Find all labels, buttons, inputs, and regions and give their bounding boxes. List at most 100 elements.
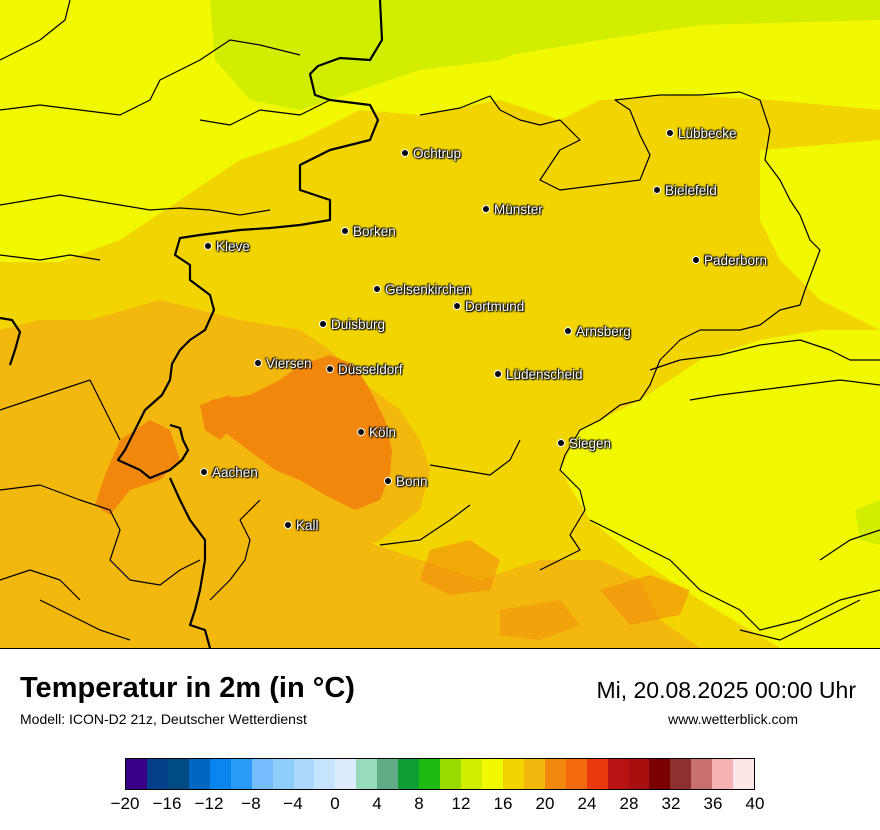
city-dot-icon <box>494 370 502 379</box>
city-dot-icon <box>341 227 349 236</box>
colorbar-segment <box>649 759 671 789</box>
colorbar-segment <box>607 759 629 789</box>
city-label: Gelsenkirchen <box>385 282 472 297</box>
colorbar-segment <box>628 759 650 789</box>
colorbar-segment <box>293 759 315 789</box>
colorbar-segment <box>440 759 461 789</box>
city-marker: Paderborn <box>692 253 767 269</box>
map-title: Temperatur in 2m (in °C) <box>20 672 355 704</box>
colorbar-ticks: −20 −16 −12 −8 −4 0 4 8 12 16 20 24 28 32 36 40 <box>111 794 765 818</box>
colorbar-segment <box>335 759 357 789</box>
city-dot-icon <box>666 129 674 138</box>
temperature-field <box>0 0 880 648</box>
colorbar-segment <box>733 759 755 789</box>
colorbar-tick-label: 0 <box>330 794 340 813</box>
colorbar-tick-label: 28 <box>619 794 639 813</box>
city-marker: Münster <box>482 202 543 218</box>
colorbar-tick-label: 24 <box>577 794 597 813</box>
city-label: Ochtrup <box>413 146 462 161</box>
city-dot-icon <box>482 205 490 214</box>
city-dot-icon <box>319 320 327 329</box>
colorbar-segment <box>565 759 587 789</box>
colorbar-segment <box>167 759 189 789</box>
city-dot-icon <box>204 242 212 251</box>
city-dot-icon <box>200 468 208 477</box>
city-marker: Lüdenscheid <box>494 367 583 383</box>
city-label: Bielefeld <box>665 183 717 198</box>
colorbar-tick-label: 40 <box>745 794 765 813</box>
colorbar-segment <box>712 759 734 789</box>
colorbar-segment <box>377 759 399 789</box>
city-label: Duisburg <box>331 317 386 332</box>
colorbar-segment <box>146 759 168 789</box>
model-source: Modell: ICON-D2 21z, Deutscher Wetterdie… <box>20 711 307 727</box>
temperature-colorbar <box>125 758 755 790</box>
city-marker: Arnsberg <box>564 324 631 340</box>
valid-datetime: Mi, 20.08.2025 00:00 Uhr <box>596 677 856 703</box>
city-marker: Düsseldorf <box>326 362 403 378</box>
city-label: Dortmund <box>465 299 525 314</box>
colorbar-tick-label: 20 <box>535 794 555 813</box>
city-marker: Siegen <box>557 436 611 452</box>
colorbar-tick-label: 4 <box>372 794 382 813</box>
city-label: Lübbecke <box>678 126 737 141</box>
city-marker: Borken <box>341 224 396 240</box>
city-dot-icon <box>692 256 700 265</box>
colorbar-segment <box>523 759 545 789</box>
city-marker: Bonn <box>384 474 428 490</box>
colorbar-tick-label: 8 <box>414 794 424 813</box>
colorbar-tick-label: −16 <box>152 794 182 813</box>
website-link[interactable]: www.wetterblick.com <box>668 711 798 727</box>
city-dot-icon <box>254 359 262 368</box>
colorbar-segment <box>544 759 566 789</box>
colorbar-tick-label: −20 <box>110 794 140 813</box>
city-label: Köln <box>369 425 397 440</box>
temperature-map: Lübbecke Ochtrup Bielefeld Münster Borke… <box>0 0 880 649</box>
city-dot-icon <box>564 327 572 336</box>
city-marker: Bielefeld <box>653 183 717 199</box>
city-marker: Duisburg <box>319 317 385 333</box>
city-label: Kall <box>296 518 319 533</box>
colorbar-tick-label: 32 <box>661 794 681 813</box>
colorbar-segment <box>188 759 210 789</box>
colorbar-segment <box>461 759 482 789</box>
city-dot-icon <box>557 439 565 448</box>
city-dot-icon <box>373 285 381 294</box>
colorbar-tick-label: −8 <box>241 794 261 813</box>
city-marker: Lübbecke <box>666 126 737 142</box>
city-label: Bonn <box>396 474 428 489</box>
city-marker: Aachen <box>200 465 258 481</box>
colorbar-tick-label: −12 <box>194 794 224 813</box>
city-dot-icon <box>653 186 661 195</box>
colorbar-tick-label: 36 <box>703 794 723 813</box>
city-label: Paderborn <box>704 253 768 268</box>
colorbar-segment <box>691 759 713 789</box>
city-marker: Kleve <box>204 239 250 255</box>
city-label: Düsseldorf <box>338 362 403 377</box>
colorbar-segment <box>126 759 147 789</box>
colorbar-segment <box>272 759 294 789</box>
city-dot-icon <box>357 428 365 437</box>
colorbar-segment <box>251 759 273 789</box>
city-label: Aachen <box>212 465 258 480</box>
city-label: Lüdenscheid <box>506 367 583 382</box>
city-marker: Viersen <box>254 356 312 372</box>
city-dot-icon <box>401 149 409 158</box>
colorbar-tick-label: 12 <box>451 794 471 813</box>
city-marker: Köln <box>357 425 396 441</box>
colorbar-segment <box>670 759 692 789</box>
colorbar-tick-label: −4 <box>283 794 303 813</box>
city-dot-icon <box>453 302 461 311</box>
colorbar-segment <box>586 759 608 789</box>
city-label: Siegen <box>569 436 612 451</box>
colorbar-segment <box>419 759 441 789</box>
colorbar-segment <box>502 759 524 789</box>
city-label: Viersen <box>266 356 312 371</box>
city-dot-icon <box>384 477 392 486</box>
city-label: Münster <box>494 202 543 217</box>
city-marker: Kall <box>284 518 319 534</box>
colorbar-tick-label: 16 <box>493 794 513 813</box>
colorbar-segment <box>398 759 420 789</box>
city-label: Kleve <box>216 239 250 254</box>
city-label: Arnsberg <box>576 324 631 339</box>
